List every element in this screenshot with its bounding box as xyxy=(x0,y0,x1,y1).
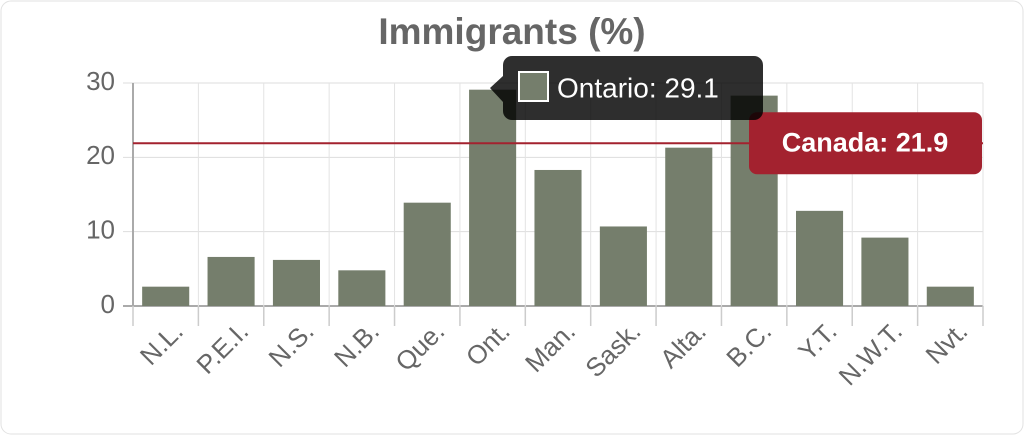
bar xyxy=(534,169,582,306)
y-tick-label: 20 xyxy=(86,140,115,170)
tooltip-label: Ontario: 29.1 xyxy=(557,72,719,103)
bar xyxy=(142,286,190,306)
chart-title: Immigrants (%) xyxy=(378,11,645,52)
bar xyxy=(338,270,386,306)
bar xyxy=(599,226,647,306)
bar xyxy=(796,210,844,306)
tooltip-swatch xyxy=(518,71,549,102)
bar xyxy=(469,89,517,306)
bar xyxy=(926,286,974,306)
tooltip-box xyxy=(490,56,763,120)
reference-label-box xyxy=(749,112,982,175)
y-tick-label: 30 xyxy=(86,66,115,96)
bar xyxy=(207,256,255,306)
reference-label: Canada: 21.9 xyxy=(782,127,949,157)
bar xyxy=(861,237,909,306)
bar xyxy=(665,147,713,306)
bar xyxy=(403,202,451,306)
y-tick-label: 0 xyxy=(101,289,115,319)
bar xyxy=(272,259,320,306)
y-tick-label: 10 xyxy=(86,215,115,245)
